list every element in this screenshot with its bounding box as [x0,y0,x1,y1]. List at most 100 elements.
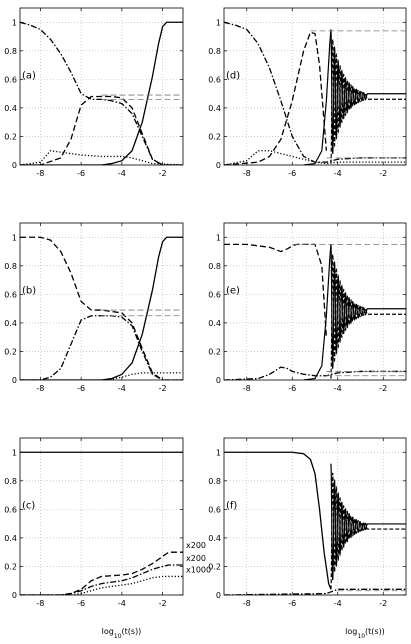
series-dashed-1 [20,95,183,165]
series-dashed-1 [20,551,183,595]
series-dashdot-1 [224,366,406,380]
series-dashdot-1 [224,21,406,163]
y-tick-label: 1 [216,233,221,242]
plot-area [20,21,183,165]
x-tick-label: -8 [36,599,44,608]
x-tick-label: -2 [159,599,167,608]
panel-label: (e) [226,286,240,297]
y-tick-label: 0 [12,591,17,600]
panel-a: -8 -6 -4 -2 0 0.2 0.4 0.6 0.8 1 (a) [4,7,184,178]
y-tick-label: 0.6 [4,290,17,299]
series-rise [303,244,332,380]
x-axis-label: log10(t(s)) [102,627,142,640]
y-tick-label: 0.4 [208,319,221,328]
panel-f: -8 -6 -4 -2 0 0.2 0.4 0.6 0.8 1 (f) log10(t(s)) [208,437,407,640]
y-tick-label: 0 [216,376,221,385]
x-tick-label: -4 [118,169,126,178]
y-tick-label: 0.8 [208,262,221,271]
y-tick-label: 0 [12,161,17,170]
series-dotted-3 [20,372,183,380]
series-oscillation-dashed [330,472,406,590]
panel-label: (a) [22,71,36,82]
y-tick-label: 0.2 [208,347,221,356]
series-dashdot-2 [20,21,183,165]
x-tick-label: -4 [334,384,342,393]
panel-e: -8 -6 -4 -2 0 0.2 0.4 0.6 0.8 1 (e) [208,222,407,393]
x-tick-label: -8 [36,169,44,178]
y-tick-label: 0 [216,161,221,170]
x-tick-label: -4 [334,169,342,178]
y-tick-label: 0.6 [208,75,221,84]
y-tick-label: 0.2 [4,347,17,356]
axes-frame [223,437,407,596]
series-rise [303,29,332,165]
y-tick-label: 0.2 [208,132,221,141]
scale-annotation: x1000 [186,565,211,574]
panel-label: (f) [226,501,237,512]
panel-label: (c) [22,501,35,512]
series-dashed-1 [20,236,183,380]
y-tick-label: 0.4 [208,104,221,113]
x-tick-label: -6 [288,384,296,393]
plot-area [20,451,183,595]
y-tick-label: 0.4 [4,104,17,113]
scale-annotation: x200 [186,541,206,550]
y-tick-label: 0.6 [4,505,17,514]
y-tick-label: 0.2 [4,132,17,141]
plot-area [224,243,406,380]
y-tick-label: 0.6 [4,75,17,84]
axes-frame [223,222,407,381]
x-tick-label: -2 [379,169,387,178]
x-tick-label: -4 [118,599,126,608]
y-tick-label: 1 [12,448,17,457]
y-tick-label: 0.8 [4,477,17,486]
x-tick-label: -2 [159,169,167,178]
series-dashed-0 [224,243,328,338]
axes-frame [19,437,184,596]
y-tick-label: 0.8 [208,477,221,486]
series-dashed-0 [224,31,328,165]
y-tick-label: 0.8 [4,47,17,56]
series-dashdot-2 [20,564,183,595]
series-dotted-3 [20,575,183,595]
x-tick-label: -4 [334,599,342,608]
x-tick-label: -4 [118,384,126,393]
x-tick-label: -2 [379,384,387,393]
series-oscillation-dashed [330,254,406,379]
panel-c: -8 -6 -4 -2 0 0.2 0.4 0.6 0.8 1 (c) x200 x200 x1000 lo… [4,437,211,640]
series-solid-0 [224,451,332,590]
plot-area [20,236,183,380]
plot-area [224,21,406,165]
panel-label: (d) [226,71,240,82]
series-oscillation-solid [330,463,406,581]
y-tick-label: 1 [216,448,221,457]
y-tick-label: 0 [12,376,17,385]
panel-d: -8 -6 -4 -2 0 0.2 0.4 0.6 0.8 1 (d) [208,7,407,178]
y-tick-label: 0.2 [4,562,17,571]
y-tick-label: 0.4 [4,534,17,543]
series-dashdot-2 [20,315,183,380]
panel-label: (b) [22,286,36,297]
series-oscillation-solid [330,29,406,154]
y-tick-label: 0.6 [208,290,221,299]
series-solid-0 [20,21,183,165]
y-tick-label: 1 [12,233,17,242]
y-tick-label: 1 [216,18,221,27]
x-tick-label: -2 [379,599,387,608]
series-solid-0 [20,236,183,380]
x-tick-label: -6 [77,599,85,608]
x-tick-label: -8 [243,169,251,178]
y-tick-label: 0 [216,591,221,600]
x-tick-label: -6 [77,384,85,393]
y-tick-label: 0.6 [208,505,221,514]
x-tick-label: -6 [288,599,296,608]
y-tick-label: 0.4 [4,319,17,328]
x-tick-label: -8 [36,384,44,393]
x-tick-label: -2 [159,384,167,393]
series-dotted-3 [20,150,183,165]
panel-b: -8 -6 -4 -2 0 0.2 0.4 0.6 0.8 1 (b) [4,222,184,393]
x-tick-label: -8 [243,384,251,393]
series-oscillation-dashed [330,39,406,164]
plot-area [224,451,406,595]
